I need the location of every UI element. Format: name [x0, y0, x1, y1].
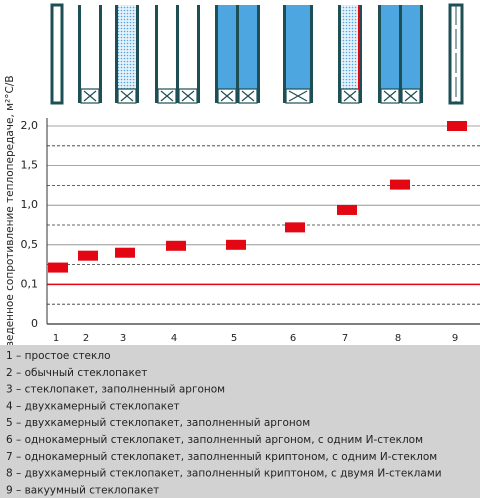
glass-pane: [378, 5, 381, 103]
y-tick-label: 1,0: [21, 198, 39, 211]
spacer-cross: [404, 90, 418, 102]
legend-box: [0, 345, 480, 498]
glazing-icons: [50, 3, 464, 105]
low-e-coating: [358, 5, 360, 89]
glass-pane: [197, 5, 200, 103]
x-tick-label: 7: [342, 333, 348, 344]
y-axis-label: Приведенное сопротивление теплопередаче,…: [4, 75, 16, 368]
x-tick-label: 9: [452, 333, 458, 344]
gas-gap: [239, 5, 257, 89]
marker: [48, 262, 68, 273]
glass-pane: [420, 5, 423, 103]
spacer-cross: [160, 90, 174, 102]
glass-pane: [359, 5, 362, 103]
y-tick-label: 2,0: [21, 119, 39, 132]
x-tick-label: 5: [231, 333, 237, 344]
legend-entry: 8 – двухкамерный стеклопакет, заполненны…: [6, 468, 442, 480]
y-tick-label: 0: [31, 317, 38, 330]
glass-pane: [115, 5, 118, 103]
glass-pane: [176, 5, 179, 103]
spacer-cross: [83, 90, 97, 102]
legend-entry: 5 – двухкамерный стеклопакет, заполненны…: [6, 417, 310, 429]
spacer-cross: [288, 90, 308, 102]
gas-gap: [341, 5, 359, 89]
gas-gap: [118, 5, 136, 89]
spacer-cross: [343, 90, 357, 102]
gas-gap: [381, 5, 399, 89]
spacer-cross: [241, 90, 255, 102]
marker: [166, 240, 186, 251]
spacer-cross: [120, 90, 134, 102]
legend-entry: 1 – простое стекло: [6, 350, 111, 362]
legend-entry: 7 – однокамерный стеклопакет, заполненны…: [6, 451, 437, 463]
gas-gap: [179, 5, 197, 89]
y-tick-label: 1,5: [21, 159, 39, 172]
gas-gap: [81, 5, 99, 89]
marker: [447, 121, 467, 131]
legend-entry: 2 – обычный стеклопакет: [6, 367, 147, 379]
legend-entry: 3 – стеклопакет, заполненный аргоном: [6, 384, 225, 396]
y-tick-label: 0,1: [21, 277, 39, 290]
y-tick-label: 0,5: [21, 238, 39, 251]
glass-pane: [136, 5, 139, 103]
gas-gap: [286, 5, 310, 89]
spacer-cross: [181, 90, 195, 102]
marker: [285, 222, 305, 233]
legend-entry: 9 – вакуумный стеклопакет: [6, 484, 159, 496]
glass-pane: [78, 5, 81, 103]
x-tick-label: 1: [53, 333, 59, 344]
marker: [115, 247, 135, 258]
marker: [226, 239, 246, 250]
glass-pane: [399, 5, 402, 103]
legend-entry: 4 – двухкамерный стеклопакет: [6, 400, 180, 412]
glass-pane: [50, 3, 64, 105]
x-tick-label: 2: [83, 333, 89, 344]
gas-gap: [218, 5, 236, 89]
x-tick-label: 3: [120, 333, 126, 344]
spacer-cross: [383, 90, 397, 102]
x-tick-label: 4: [171, 333, 177, 344]
glass-pane: [310, 5, 313, 103]
glass-pane: [155, 5, 158, 103]
x-tick-label: 8: [395, 333, 401, 344]
spacer-cross: [220, 90, 234, 102]
glass-pane: [215, 5, 218, 103]
gas-gap: [402, 5, 420, 89]
legend: 1 – простое стекло 2 – обычный стеклопаке…: [6, 350, 442, 496]
marker: [78, 250, 98, 261]
marker: [390, 179, 410, 190]
gas-gap: [158, 5, 176, 89]
glass-pane: [257, 5, 260, 103]
glass-pane: [283, 5, 286, 103]
glass-pane: [236, 5, 239, 103]
x-tick-label: 6: [290, 333, 296, 344]
marker: [337, 204, 357, 215]
glass-pane: [338, 5, 341, 103]
legend-entry: 6 – однокамерный стеклопакет, заполненны…: [6, 434, 423, 446]
glass-pane: [99, 5, 102, 103]
